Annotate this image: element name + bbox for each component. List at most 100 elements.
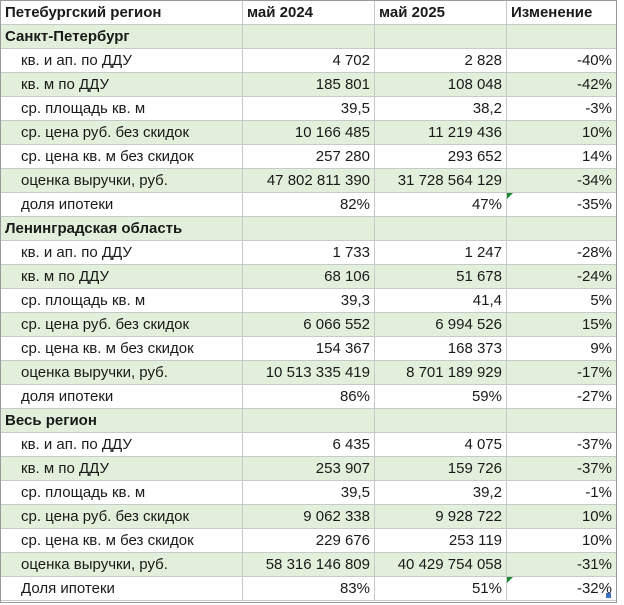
value-2025-cell[interactable]: 51 678 <box>374 264 507 289</box>
value-2025-cell[interactable]: 51% <box>374 576 507 601</box>
value-2025-cell[interactable]: 168 373 <box>374 336 507 361</box>
empty-cell[interactable] <box>242 408 375 433</box>
value-2024-cell[interactable]: 257 280 <box>242 144 375 169</box>
change-cell[interactable]: 5% <box>506 288 617 313</box>
value-2025-cell[interactable]: 1 247 <box>374 240 507 265</box>
row-label-cell[interactable]: Доля ипотеки <box>0 576 243 601</box>
value-2025-cell[interactable]: 47% <box>374 192 507 217</box>
value-2024-cell[interactable]: 1 733 <box>242 240 375 265</box>
change-cell[interactable]: -24% <box>506 264 617 289</box>
row-label-cell[interactable]: ср. цена руб. без скидок <box>0 504 243 529</box>
row-label-cell[interactable]: ср. площадь кв. м <box>0 480 243 505</box>
empty-cell[interactable] <box>506 24 617 49</box>
empty-cell[interactable] <box>506 216 617 241</box>
row-label-cell[interactable]: оценка выручки, руб. <box>0 168 243 193</box>
change-cell[interactable]: 10% <box>506 528 617 553</box>
value-2024-cell[interactable]: 10 166 485 <box>242 120 375 145</box>
header-cell-region[interactable]: Петебургский регион <box>0 0 243 25</box>
value-2025-cell[interactable]: 59% <box>374 384 507 409</box>
value-2025-cell[interactable]: 253 119 <box>374 528 507 553</box>
empty-cell[interactable] <box>374 24 507 49</box>
section-title[interactable]: Санкт-Петербург <box>0 24 243 49</box>
header-cell-change[interactable]: Изменение <box>506 0 617 25</box>
row-label-cell[interactable]: кв. м по ДДУ <box>0 456 243 481</box>
value-2024-cell[interactable]: 185 801 <box>242 72 375 97</box>
row-label-cell[interactable]: ср. цена кв. м без скидок <box>0 528 243 553</box>
change-cell[interactable]: -17% <box>506 360 617 385</box>
change-cell[interactable]: -28% <box>506 240 617 265</box>
value-2024-cell[interactable]: 86% <box>242 384 375 409</box>
value-2024-cell[interactable]: 39,5 <box>242 96 375 121</box>
header-cell-may-2025[interactable]: май 2025 <box>374 0 507 25</box>
section-title[interactable]: Ленинградская область <box>0 216 243 241</box>
value-2025-cell[interactable]: 40 429 754 058 <box>374 552 507 577</box>
header-cell-may-2024[interactable]: май 2024 <box>242 0 375 25</box>
row-label-cell[interactable]: кв. м по ДДУ <box>0 72 243 97</box>
change-cell[interactable]: -32% <box>506 576 617 601</box>
value-2024-cell[interactable]: 229 676 <box>242 528 375 553</box>
row-label-cell[interactable]: ср. цена кв. м без скидок <box>0 336 243 361</box>
change-cell[interactable]: -40% <box>506 48 617 73</box>
row-label-cell[interactable]: ср. площадь кв. м <box>0 96 243 121</box>
value-2025-cell[interactable]: 11 219 436 <box>374 120 507 145</box>
row-label-cell[interactable]: ср. площадь кв. м <box>0 288 243 313</box>
change-cell[interactable]: -35% <box>506 192 617 217</box>
row-label-cell[interactable]: кв. и ап. по ДДУ <box>0 240 243 265</box>
value-2024-cell[interactable]: 47 802 811 390 <box>242 168 375 193</box>
value-2025-cell[interactable]: 159 726 <box>374 456 507 481</box>
value-2024-cell[interactable]: 39,3 <box>242 288 375 313</box>
row-label-cell[interactable]: доля ипотеки <box>0 384 243 409</box>
row-label-cell[interactable]: ср. цена руб. без скидок <box>0 312 243 337</box>
value-2024-cell[interactable]: 68 106 <box>242 264 375 289</box>
change-cell[interactable]: -34% <box>506 168 617 193</box>
change-cell[interactable]: -37% <box>506 432 617 457</box>
value-2024-cell[interactable]: 39,5 <box>242 480 375 505</box>
change-cell[interactable]: -42% <box>506 72 617 97</box>
value-2024-cell[interactable]: 253 907 <box>242 456 375 481</box>
change-cell[interactable]: -1% <box>506 480 617 505</box>
value-2025-cell[interactable]: 6 994 526 <box>374 312 507 337</box>
value-2024-cell[interactable]: 6 066 552 <box>242 312 375 337</box>
row-label-cell[interactable]: кв. м по ДДУ <box>0 264 243 289</box>
row-label-cell[interactable]: доля ипотеки <box>0 192 243 217</box>
change-cell[interactable]: 10% <box>506 504 617 529</box>
row-label-cell[interactable]: кв. и ап. по ДДУ <box>0 432 243 457</box>
change-cell[interactable]: 10% <box>506 120 617 145</box>
value-2025-cell[interactable]: 31 728 564 129 <box>374 168 507 193</box>
value-2024-cell[interactable]: 4 702 <box>242 48 375 73</box>
value-2025-cell[interactable]: 8 701 189 929 <box>374 360 507 385</box>
empty-cell[interactable] <box>374 408 507 433</box>
change-cell[interactable]: 14% <box>506 144 617 169</box>
value-2025-cell[interactable]: 108 048 <box>374 72 507 97</box>
resize-handle[interactable] <box>606 593 611 598</box>
value-2024-cell[interactable]: 6 435 <box>242 432 375 457</box>
value-2025-cell[interactable]: 2 828 <box>374 48 507 73</box>
value-2025-cell[interactable]: 39,2 <box>374 480 507 505</box>
change-cell[interactable]: -3% <box>506 96 617 121</box>
change-cell[interactable]: -31% <box>506 552 617 577</box>
row-label-cell[interactable]: ср. цена кв. м без скидок <box>0 144 243 169</box>
change-cell[interactable]: -27% <box>506 384 617 409</box>
empty-cell[interactable] <box>374 216 507 241</box>
value-2025-cell[interactable]: 38,2 <box>374 96 507 121</box>
value-2025-cell[interactable]: 293 652 <box>374 144 507 169</box>
section-title[interactable]: Весь регион <box>0 408 243 433</box>
row-label-cell[interactable]: оценка выручки, руб. <box>0 552 243 577</box>
value-2025-cell[interactable]: 4 075 <box>374 432 507 457</box>
value-2024-cell[interactable]: 10 513 335 419 <box>242 360 375 385</box>
value-2024-cell[interactable]: 154 367 <box>242 336 375 361</box>
empty-cell[interactable] <box>506 408 617 433</box>
empty-cell[interactable] <box>242 24 375 49</box>
value-2024-cell[interactable]: 9 062 338 <box>242 504 375 529</box>
change-cell[interactable]: 9% <box>506 336 617 361</box>
row-label-cell[interactable]: ср. цена руб. без скидок <box>0 120 243 145</box>
row-label-cell[interactable]: кв. и ап. по ДДУ <box>0 48 243 73</box>
empty-cell[interactable] <box>242 216 375 241</box>
change-cell[interactable]: 15% <box>506 312 617 337</box>
value-2025-cell[interactable]: 41,4 <box>374 288 507 313</box>
value-2024-cell[interactable]: 82% <box>242 192 375 217</box>
change-cell[interactable]: -37% <box>506 456 617 481</box>
value-2025-cell[interactable]: 9 928 722 <box>374 504 507 529</box>
value-2024-cell[interactable]: 83% <box>242 576 375 601</box>
value-2024-cell[interactable]: 58 316 146 809 <box>242 552 375 577</box>
